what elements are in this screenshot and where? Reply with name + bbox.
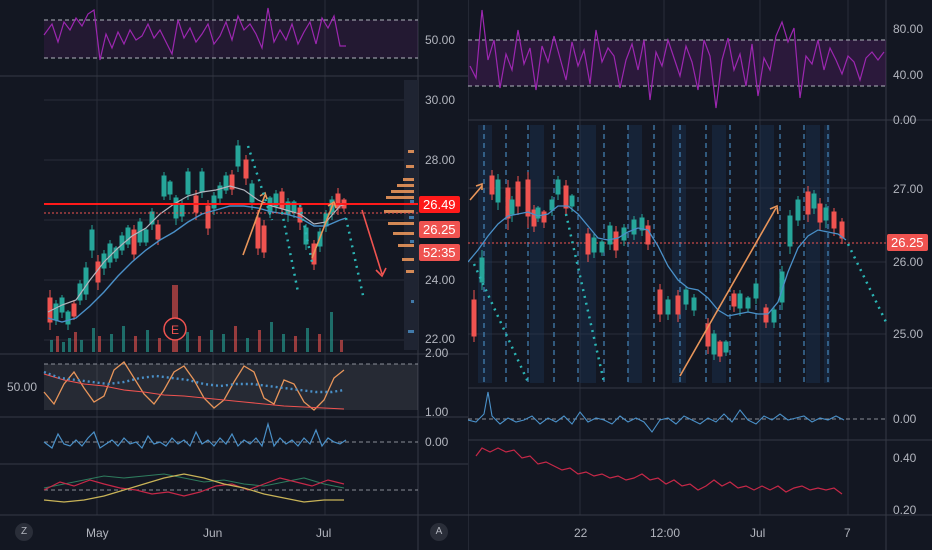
left-ma-slow <box>47 205 347 323</box>
right-orange-arrow-small <box>469 182 483 201</box>
right-time-7: 7 <box>844 526 851 540</box>
right-osc1-level-label: 0.00 <box>893 412 917 426</box>
right-time-22: 22 <box>574 526 588 540</box>
volume-profile-bars-blue <box>408 200 414 333</box>
session-separators <box>483 125 829 383</box>
right-price-tick-26: 26.00 <box>893 255 924 269</box>
earnings-marker[interactable] <box>163 317 187 341</box>
left-price-tick-24: 24.00 <box>425 273 456 287</box>
right-price-tick-25: 25.00 <box>893 327 924 341</box>
right-teal-dotted-2 <box>564 213 606 383</box>
osc1-label-2: 2.00 <box>425 346 449 360</box>
teal-dotted-down-3 <box>298 204 314 263</box>
right-osc2-line <box>475 447 843 495</box>
volume-profile <box>404 80 418 350</box>
earnings-marker-label: E <box>171 323 179 337</box>
left-candles <box>47 140 347 330</box>
right-rsi-band <box>468 40 886 86</box>
right-annotations <box>469 182 888 383</box>
right-orange-arrow-large <box>679 204 779 377</box>
right-osc2-tick-040: 0.40 <box>893 451 917 465</box>
rsi-line <box>43 7 346 61</box>
right-chart-canvas[interactable] <box>468 0 932 550</box>
volume-profile-bars <box>384 150 414 273</box>
right-current-price-tag: 26.25 <box>887 234 928 251</box>
teal-dotted-down-4 <box>344 217 366 301</box>
osc1-blue-dotted <box>43 370 345 394</box>
osc3-green-line <box>43 473 345 489</box>
right-time-1200: 12:00 <box>650 526 681 540</box>
right-axis-button[interactable]: A <box>430 523 448 541</box>
red-down-arrow <box>361 209 387 278</box>
rsi-band <box>44 20 418 58</box>
osc3-yellow-line <box>43 473 344 503</box>
left-ma-fast <box>47 185 347 313</box>
osc1-level-label: 50.00 <box>7 380 38 394</box>
right-teal-dotted-1 <box>472 263 530 383</box>
left-axis-button[interactable]: Z <box>15 523 33 541</box>
countdown-tag: 52:35 <box>419 244 460 261</box>
left-time-jun: Jun <box>203 526 223 540</box>
right-price-tick-27: 27.00 <box>893 182 924 196</box>
right-osc2-tick-020: 0.20 <box>893 503 917 517</box>
left-rsi-level-label: 50.00 <box>425 33 456 47</box>
left-time-may: May <box>86 526 109 540</box>
osc2-blue-line <box>43 421 347 450</box>
last-price-tag: 26.49 <box>419 196 460 213</box>
right-rsi-line <box>469 9 885 109</box>
orange-up-arrow-1 <box>242 191 268 256</box>
osc2-level-label: 0.00 <box>425 435 449 449</box>
left-price-tick-30: 30.00 <box>425 93 456 107</box>
right-teal-dotted-3 <box>846 243 888 323</box>
right-time-jul: Jul <box>750 526 766 540</box>
right-rsi-tick-0: 0.00 <box>893 113 917 127</box>
left-time-jul: Jul <box>316 526 332 540</box>
right-rsi-tick-80: 80.00 <box>893 22 924 36</box>
orange-up-arrow-2 <box>311 200 337 259</box>
right-rsi-tick-40: 40.00 <box>893 68 924 82</box>
right-ma-line <box>468 205 847 317</box>
right-osc1-line <box>468 391 845 433</box>
left-annotations <box>242 145 387 301</box>
osc1-red-line <box>43 373 345 410</box>
volume-bars <box>50 285 343 352</box>
right-candles <box>471 170 845 362</box>
current-price-tag: 26.25 <box>419 221 460 238</box>
osc3-red-line <box>43 477 345 497</box>
osc1-label-1: 1.00 <box>425 405 449 419</box>
osc1-orange-line <box>43 361 345 411</box>
left-chart-canvas[interactable]: E <box>0 0 468 550</box>
left-price-tick-22: 22.00 <box>425 332 456 346</box>
left-price-tick-28: 28.00 <box>425 153 456 167</box>
teal-dotted-down-1 <box>246 145 274 221</box>
